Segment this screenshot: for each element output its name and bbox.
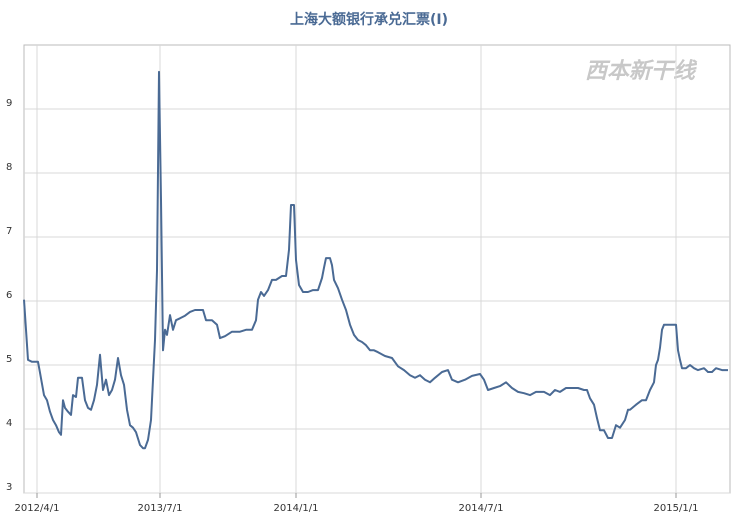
y-tick-label: 4: [6, 418, 12, 429]
y-tick-label: 8: [6, 162, 12, 173]
x-tick-label: 2015/1/1: [654, 503, 699, 514]
x-tick-label: 2013/7/1: [138, 503, 183, 514]
watermark: 西本新干线: [585, 58, 698, 84]
y-tick-label: 5: [6, 354, 12, 365]
x-tick-label: 2014/7/1: [459, 503, 504, 514]
data-line: [23, 70, 728, 450]
y-tick-label: 6: [6, 290, 12, 301]
x-tick-label: 2012/4/1: [15, 503, 60, 514]
x-tick-label: 2014/1/1: [274, 503, 319, 514]
y-tick-label: 7: [6, 226, 12, 237]
chart-title: 上海大额银行承兑汇票(Ⅰ): [290, 11, 448, 28]
y-tick-label: 3: [6, 482, 12, 493]
y-tick-label: 9: [6, 98, 12, 109]
